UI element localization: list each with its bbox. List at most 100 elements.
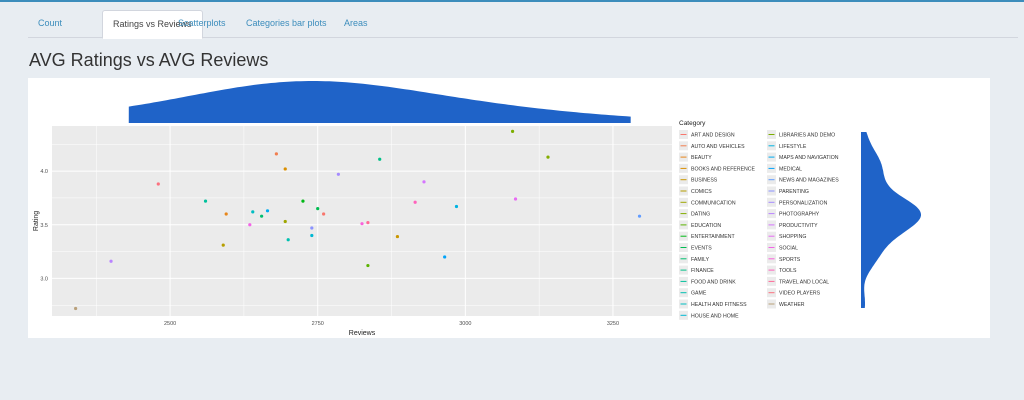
legend-label: SHOPPING: [779, 234, 806, 240]
legend-item: TRAVEL AND LOCAL: [767, 276, 829, 286]
legend-label: FOOD AND DRINK: [691, 279, 736, 285]
legend-item: GAME: [679, 288, 707, 298]
grid-lines: [52, 126, 672, 316]
x-tick-label: 3000: [459, 321, 471, 327]
legend-label: MAPS AND NAVIGATION: [779, 155, 839, 161]
legend-label: BOOKS AND REFERENCE: [691, 166, 756, 172]
top-marginal-density: [128, 81, 631, 123]
legend-item: ENTERTAINMENT: [679, 231, 735, 241]
legend-item: AUTO AND VEHICLES: [679, 141, 745, 151]
legend-item: BEAUTY: [679, 152, 712, 162]
data-point: [224, 212, 228, 216]
data-point: [513, 197, 518, 201]
legend-item: ART AND DESIGN: [679, 130, 735, 139]
legend-item: PERSONALIZATION: [767, 197, 828, 207]
legend-item: TOOLS: [767, 265, 797, 275]
legend-label: FINANCE: [691, 268, 714, 274]
tab-bar: Count Ratings vs Reviews Scatterplots Ca…: [28, 10, 1018, 39]
legend-item: WEATHER: [767, 299, 805, 309]
legend-item: MAPS AND NAVIGATION: [767, 152, 839, 162]
data-point: [221, 243, 225, 247]
legend-item: PHOTOGRAPHY: [767, 209, 820, 219]
tab-scatterplots[interactable]: Scatterplots: [178, 18, 226, 28]
legend-item: BOOKS AND REFERENCE: [679, 163, 756, 173]
data-point: [546, 155, 550, 159]
legend-item: MEDICAL: [767, 163, 802, 173]
data-point: [286, 238, 290, 242]
y-tick-label: 3.0: [40, 276, 48, 282]
right-marginal-density: [861, 132, 921, 308]
legend-label: EVENTS: [691, 246, 712, 252]
legend-title: Category: [679, 120, 706, 127]
tab-categories-bar-plots[interactable]: Categories bar plots: [246, 18, 327, 28]
data-point: [316, 207, 320, 211]
legend-item: DATING: [679, 209, 710, 219]
data-point: [422, 180, 426, 184]
legend-item: COMMUNICATION: [679, 197, 736, 207]
page-title: AVG Ratings vs AVG Reviews: [29, 50, 269, 70]
data-point: [251, 210, 255, 214]
tab-count[interactable]: Count: [38, 18, 63, 28]
tab-ratings-vs-reviews[interactable]: Ratings vs Reviews: [102, 10, 203, 39]
data-point: [366, 221, 370, 225]
legend-item: SOCIAL: [767, 243, 798, 252]
data-point: [248, 223, 252, 227]
legend-label: MEDICAL: [779, 166, 802, 172]
legend-item: FAMILY: [679, 254, 710, 264]
data-point: [443, 255, 447, 259]
tab-areas[interactable]: Areas: [344, 18, 368, 28]
legend-item: HEALTH AND FITNESS: [679, 299, 747, 309]
legend-item: EDUCATION: [679, 220, 721, 230]
y-tick-label: 4.0: [40, 169, 48, 175]
data-point: [74, 306, 78, 311]
x-tick-label: 2750: [312, 321, 324, 327]
legend-item: HOUSE AND HOME: [679, 310, 739, 320]
scatter-points: [74, 129, 642, 311]
legend-label: WEATHER: [779, 302, 805, 308]
data-point: [413, 200, 417, 204]
x-axis-label: Reviews: [349, 330, 376, 337]
data-point: [203, 199, 208, 203]
legend-label: AUTO AND VEHICLES: [691, 144, 745, 150]
legend-label: VIDEO PLAYERS: [779, 291, 821, 297]
legend-label: PARENTING: [779, 189, 809, 195]
legend-label: EDUCATION: [691, 223, 721, 229]
legend-label: SPORTS: [779, 257, 801, 263]
legend-item: SPORTS: [767, 254, 801, 264]
data-point: [301, 199, 305, 203]
legend-label: PHOTOGRAPHY: [779, 212, 820, 218]
legend-label: FAMILY: [691, 257, 710, 263]
data-point: [395, 234, 400, 239]
data-point: [360, 222, 364, 226]
data-point: [454, 204, 459, 209]
legend-label: TOOLS: [779, 268, 797, 274]
data-point: [322, 212, 326, 216]
legend-label: NEWS AND MAGAZINES: [779, 178, 839, 184]
data-point: [336, 172, 340, 176]
data-point: [510, 129, 515, 133]
legend-item: COMICS: [679, 186, 712, 196]
data-point: [378, 157, 382, 161]
data-point: [260, 214, 264, 218]
legend-label: PERSONALIZATION: [779, 200, 828, 206]
legend-label: ART AND DESIGN: [691, 133, 735, 139]
data-point: [265, 209, 270, 213]
data-point: [283, 219, 287, 224]
data-point: [366, 263, 370, 268]
legend-item: PARENTING: [767, 186, 809, 196]
legend-label: TRAVEL AND LOCAL: [779, 279, 829, 285]
data-point: [637, 214, 642, 218]
legend: ART AND DESIGN AUTO AND VEHICLES BEAUTY BOO…: [679, 130, 839, 320]
data-point: [310, 226, 314, 230]
legend-label: LIFESTYLE: [779, 144, 807, 150]
legend-label: COMICS: [691, 189, 712, 195]
legend-item: SHOPPING: [767, 231, 806, 241]
legend-label: ENTERTAINMENT: [691, 234, 735, 240]
data-point: [283, 167, 287, 171]
legend-item: PRODUCTIVITY: [767, 220, 818, 230]
plot-panel: 2500 2750 3000 3250 3.0 3.5 4.0 Reviews Rating…: [28, 78, 990, 338]
data-point: [274, 152, 278, 156]
data-point: [156, 182, 160, 186]
legend-label: GAME: [691, 291, 707, 297]
legend-label: LIBRARIES AND DEMO: [779, 133, 835, 139]
